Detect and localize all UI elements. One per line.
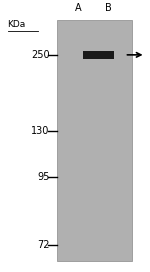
Text: B: B: [105, 3, 111, 13]
Text: 72: 72: [37, 240, 50, 250]
FancyBboxPatch shape: [82, 51, 114, 59]
Text: 95: 95: [37, 172, 50, 182]
FancyBboxPatch shape: [57, 20, 132, 261]
Text: 130: 130: [31, 126, 50, 136]
Text: 250: 250: [31, 50, 50, 60]
Text: A: A: [75, 3, 81, 13]
Text: KDa: KDa: [8, 20, 26, 29]
